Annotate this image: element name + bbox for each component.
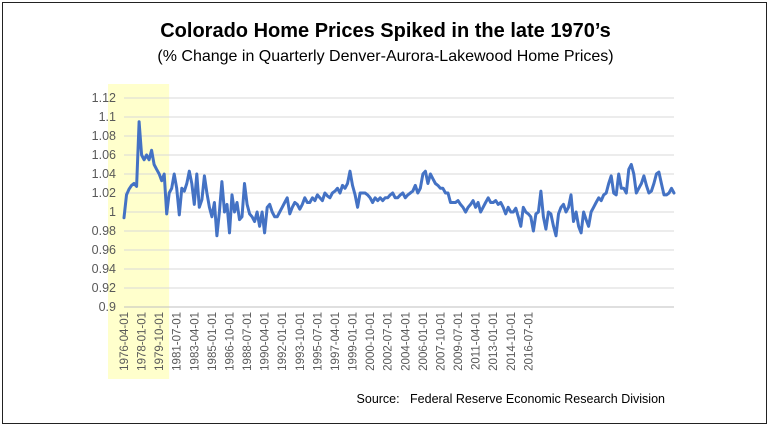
x-axis-ticks: 1976-04-01 1978-01-01 1979-10-01 1981-07-01… bbox=[119, 312, 535, 371]
x-tick-label: 1979-10-01 bbox=[154, 312, 166, 371]
x-tick-label: 2000-10-01 bbox=[365, 312, 377, 371]
y-tick-label: 0.96 bbox=[92, 243, 116, 257]
y-tick-label: 1.06 bbox=[92, 148, 116, 162]
x-tick-label: 2004-04-01 bbox=[400, 312, 412, 371]
y-tick-label: 1.1 bbox=[99, 110, 116, 124]
x-tick-label: 2014-10-01 bbox=[506, 312, 518, 371]
y-tick-label: 1.12 bbox=[92, 91, 116, 105]
x-tick-label: 1990-04-01 bbox=[260, 312, 272, 371]
x-tick-label: 2016-07-01 bbox=[523, 312, 535, 371]
series-line-quarterly-change bbox=[122, 120, 676, 238]
x-tick-label: 1976-04-01 bbox=[119, 312, 131, 371]
y-tick-label: 1.04 bbox=[92, 167, 116, 181]
y-tick-label: 1.02 bbox=[92, 186, 116, 200]
y-tick-label: 0.94 bbox=[92, 262, 116, 276]
x-tick-label: 1997-04-01 bbox=[330, 312, 342, 371]
chart-subtitle: (% Change in Quarterly Denver-Aurora-Lak… bbox=[157, 48, 614, 65]
x-tick-label: 2011-04-01 bbox=[471, 312, 483, 370]
x-tick-label: 1978-01-01 bbox=[137, 312, 149, 371]
source-note: Source: Federal Reserve Economic Researc… bbox=[356, 392, 665, 406]
x-tick-label: 1981-07-01 bbox=[172, 312, 184, 371]
x-tick-label: 1993-10-01 bbox=[295, 312, 307, 371]
y-tick-label: 0.98 bbox=[92, 224, 116, 238]
x-tick-label: 2007-10-01 bbox=[435, 312, 447, 371]
x-tick-label: 1986-10-01 bbox=[224, 312, 236, 371]
x-tick-label: 1992-01-01 bbox=[277, 312, 289, 371]
y-tick-label: 1.08 bbox=[92, 129, 116, 143]
y-tick-label: 0.9 bbox=[99, 300, 116, 314]
x-tick-label: 2009-07-01 bbox=[453, 312, 465, 371]
x-tick-label: 2006-01-01 bbox=[418, 312, 430, 371]
y-axis-ticks: 0.9 0.92 0.94 0.96 0.98 1 1.02 1.04 1.06 1.08 1.1 1… bbox=[92, 91, 116, 314]
x-tick-label: 1988-07-01 bbox=[242, 312, 254, 371]
x-tick-label: 1983-04-01 bbox=[189, 312, 201, 371]
x-tick-label: 1985-01-01 bbox=[207, 312, 219, 371]
x-tick-label: 2013-01-01 bbox=[488, 312, 500, 371]
chart-title: Colorado Home Prices Spiked in the late … bbox=[160, 20, 611, 42]
y-tick-label: 0.92 bbox=[92, 281, 116, 295]
y-tick-label: 1 bbox=[109, 205, 116, 219]
x-tick-label: 1999-01-01 bbox=[348, 312, 360, 371]
x-tick-label: 2002-07-01 bbox=[383, 312, 395, 371]
x-tick-label: 1995-07-01 bbox=[312, 312, 324, 371]
